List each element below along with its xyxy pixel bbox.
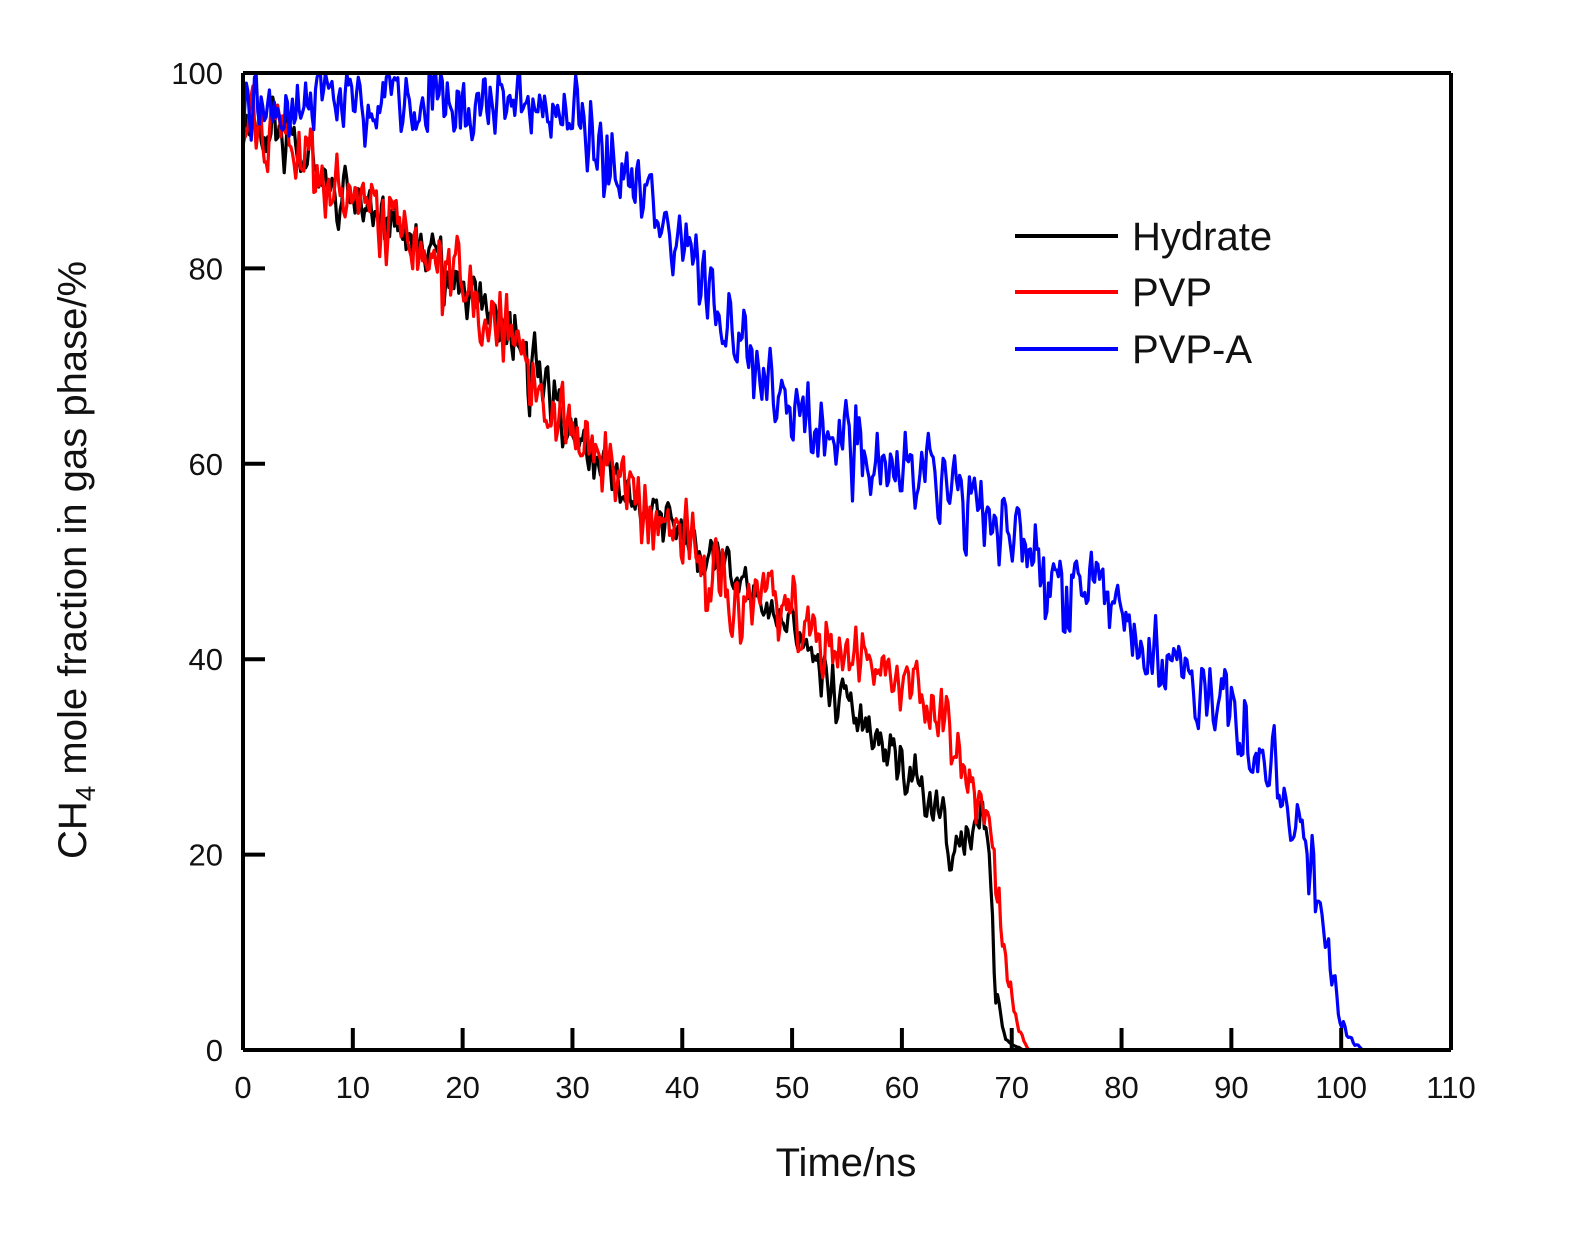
x-axis-title: Time/ns [776, 1141, 917, 1185]
x-tick-label: 0 [234, 1070, 251, 1105]
legend-label-hydrate: Hydrate [1132, 215, 1272, 259]
y-tick-label: 20 [189, 838, 223, 873]
x-tick-label: 80 [1104, 1070, 1138, 1105]
y-tick-label: 80 [189, 251, 223, 286]
x-tick-label: 10 [336, 1070, 370, 1105]
y-axis-title-subscript: 4 [70, 786, 101, 802]
legend-label-pvp: PVP [1132, 271, 1212, 315]
legend: Hydrate PVP PVP-A [1015, 215, 1272, 372]
axes-layer [241, 71, 1453, 1052]
y-axis-title-suffix: mole fraction in gas phase/% [51, 261, 95, 786]
x-tick-label: 40 [665, 1070, 699, 1105]
x-tick-label: 60 [885, 1070, 919, 1105]
y-axis-title: CH4 mole fraction in gas phase/% [51, 261, 101, 859]
x-tick-label: 110 [1426, 1070, 1475, 1105]
x-tick-label: 30 [555, 1070, 589, 1105]
series-line-pvp [241, 84, 1044, 1052]
y-tick-label: 100 [171, 56, 223, 91]
x-tick-label: 50 [775, 1070, 809, 1105]
y-tick-label: 40 [189, 642, 223, 677]
x-tick-label: 20 [445, 1070, 479, 1105]
y-tick-label: 0 [206, 1033, 223, 1068]
x-tick-label: 100 [1315, 1070, 1367, 1105]
y-axis-title-prefix: CH [51, 801, 95, 859]
x-tick-label: 90 [1214, 1070, 1248, 1105]
legend-label-pvp-a: PVP-A [1132, 328, 1252, 372]
y-tick-label: 60 [189, 447, 223, 482]
tick-layer: 0 10 20 30 40 50 60 70 80 90 100 110 0 20 40 60 80 100 [171, 56, 1475, 1105]
x-tick-label: 70 [994, 1070, 1028, 1105]
